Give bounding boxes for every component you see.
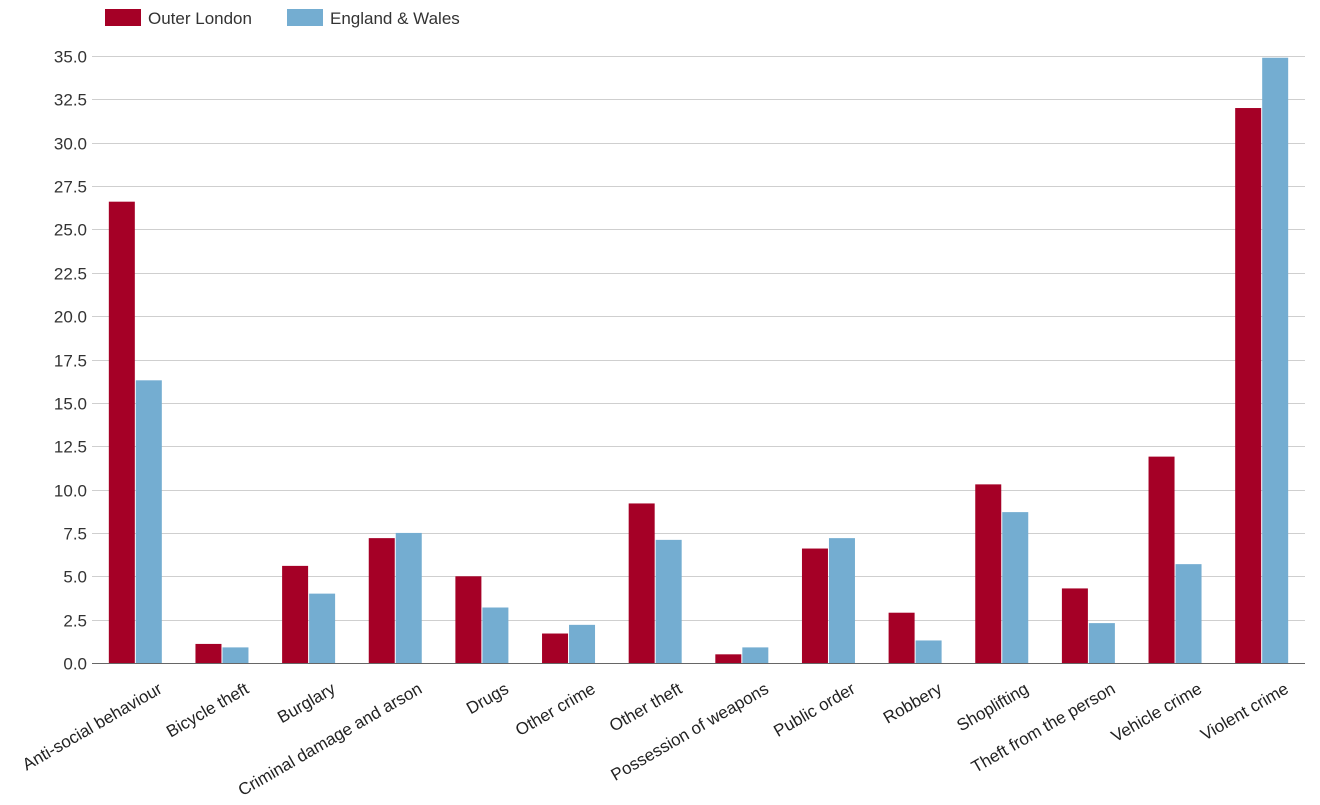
x-category-label: Violent crime xyxy=(1197,679,1291,744)
y-tick-label: 32.5 xyxy=(54,91,87,110)
x-category-label: Drugs xyxy=(463,679,512,718)
bar-2-anti-social-behaviour xyxy=(135,380,162,663)
bar-1-burglary xyxy=(282,565,309,663)
y-tick-label: 7.5 xyxy=(63,525,87,544)
x-category-label: Shoplifting xyxy=(953,679,1031,735)
x-category-label: Robbery xyxy=(880,679,946,728)
y-tick-label: 5.0 xyxy=(63,568,87,587)
bar-2-shoplifting xyxy=(1002,512,1029,663)
bar-1-bicycle-theft xyxy=(195,643,222,663)
y-tick-label: 20.0 xyxy=(54,308,87,327)
y-tick-label: 30.0 xyxy=(54,135,87,154)
y-tick-label: 22.5 xyxy=(54,265,87,284)
bar-1-shoplifting xyxy=(975,484,1002,663)
x-category-label: Other theft xyxy=(606,679,685,736)
legend-swatch-2 xyxy=(287,9,323,26)
bar-2-vehicle-crime xyxy=(1175,564,1202,663)
y-tick-label: 10.0 xyxy=(54,482,87,501)
gridlines xyxy=(92,56,1305,621)
x-category-label: Anti-social behaviour xyxy=(19,679,165,775)
bar-2-theft-from-the-person xyxy=(1088,623,1115,663)
bar-1-public-order xyxy=(801,548,828,663)
x-category-label: Vehicle crime xyxy=(1108,679,1205,746)
y-tick-label: 17.5 xyxy=(54,352,87,371)
bar-1-robbery xyxy=(888,612,915,663)
bar-1-drugs xyxy=(455,576,482,663)
bar-2-other-crime xyxy=(569,624,596,663)
bar-1-anti-social-behaviour xyxy=(108,201,135,663)
bar-1-theft-from-the-person xyxy=(1061,588,1088,663)
legend-label-2: England & Wales xyxy=(330,9,460,28)
x-category-label: Bicycle theft xyxy=(163,679,252,741)
x-category-label: Theft from the person xyxy=(968,679,1118,777)
x-category-label: Possession of weapons xyxy=(608,679,772,785)
x-category-label: Burglary xyxy=(274,679,339,727)
y-axis-ticks: 0.0 2.5 5.0 7.5 10.0 12.5 15.0 17.5 20.0 22.5 25.0… xyxy=(54,48,87,674)
bar-1-possession-of-weapons xyxy=(715,654,742,663)
bar-2-violent-crime xyxy=(1262,57,1289,663)
bar-2-possession-of-weapons xyxy=(742,647,769,663)
y-tick-label: 15.0 xyxy=(54,395,87,414)
bars xyxy=(108,57,1289,664)
bar-2-bicycle-theft xyxy=(222,647,249,663)
y-tick-label: 35.0 xyxy=(54,48,87,67)
y-tick-label: 27.5 xyxy=(54,178,87,197)
y-tick-label: 2.5 xyxy=(63,612,87,631)
bar-1-other-crime xyxy=(542,633,569,663)
legend-label-1: Outer London xyxy=(148,9,252,28)
x-category-label: Other crime xyxy=(512,679,598,740)
bar-2-robbery xyxy=(915,640,942,663)
y-tick-label: 25.0 xyxy=(54,221,87,240)
x-category-label: Public order xyxy=(770,679,858,741)
bar-2-burglary xyxy=(309,593,336,663)
bar-1-violent-crime xyxy=(1235,108,1262,664)
legend: Outer London England & Wales xyxy=(105,9,460,28)
bar-1-other-theft xyxy=(628,503,655,663)
bar-2-other-theft xyxy=(655,539,682,663)
bar-2-drugs xyxy=(482,607,509,663)
y-tick-label: 0.0 xyxy=(63,655,87,674)
y-tick-label: 12.5 xyxy=(54,438,87,457)
bar-2-public-order xyxy=(828,538,855,663)
legend-swatch-1 xyxy=(105,9,141,26)
bar-1-criminal-damage-and-arson xyxy=(368,538,395,663)
bar-2-criminal-damage-and-arson xyxy=(395,532,422,663)
bar-1-vehicle-crime xyxy=(1148,456,1175,663)
